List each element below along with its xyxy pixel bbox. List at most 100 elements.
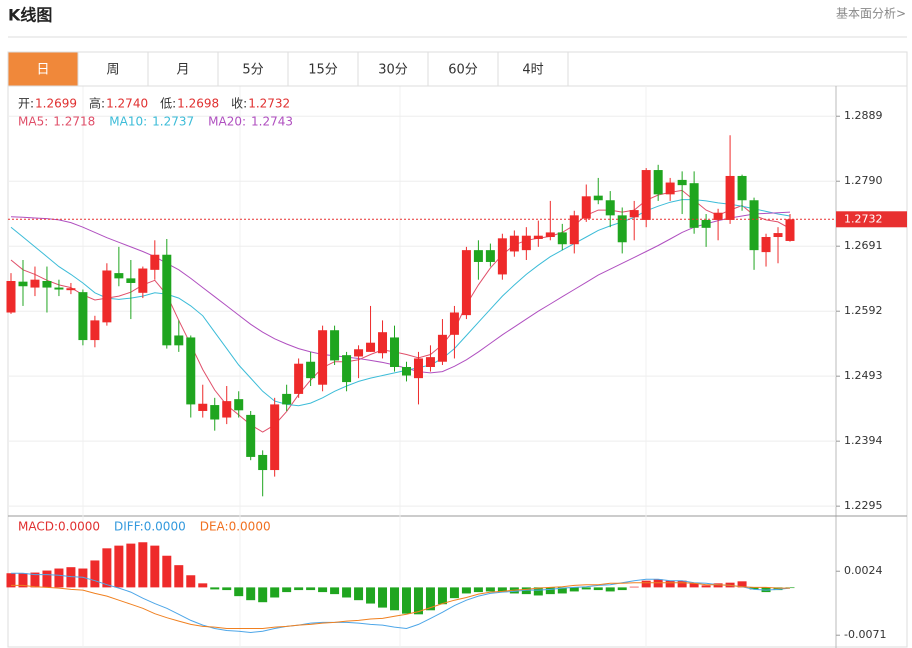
tab-label[interactable]: 周: [106, 63, 119, 78]
macd-bar: [210, 587, 220, 590]
candle-body: [425, 357, 435, 367]
candle-body: [174, 335, 184, 346]
candle-body: [473, 250, 483, 262]
macd-bar: [701, 585, 711, 588]
candle-body: [210, 405, 220, 420]
macd-bar: [90, 560, 100, 588]
candle-body: [449, 312, 459, 335]
candle-body: [677, 179, 687, 186]
candle-body: [701, 219, 711, 228]
macd-bar: [437, 587, 447, 605]
macd-bar: [126, 543, 136, 588]
macd-bar: [198, 583, 208, 588]
candle-body: [593, 195, 603, 201]
macd-bar: [617, 587, 627, 591]
macd-bar: [378, 587, 388, 608]
tab-label[interactable]: 日: [36, 63, 49, 78]
candle-body: [725, 175, 735, 220]
y-tick-label: 1.2889: [844, 109, 883, 122]
candle-body: [629, 210, 639, 218]
macd-bar: [390, 587, 400, 611]
candle-body: [270, 404, 280, 471]
candle-body: [306, 361, 316, 379]
tab-label[interactable]: 月: [176, 63, 189, 78]
ma-line: [10, 211, 791, 374]
candle-body: [533, 235, 543, 239]
candle-body: [198, 403, 208, 411]
candle-body: [258, 454, 268, 471]
info-value: 1.2740: [106, 97, 148, 111]
macd-bar: [174, 565, 184, 588]
macd-bar: [138, 542, 148, 588]
macd-bar: [401, 587, 411, 614]
macd-bar: [342, 587, 352, 598]
macd-bar: [114, 545, 124, 588]
macd-bar: [557, 587, 567, 594]
info-value: 1.2732: [248, 97, 290, 111]
y-tick-label: 1.2394: [844, 434, 883, 447]
candle-body: [378, 332, 388, 354]
macd-bar: [270, 587, 280, 598]
legend-value: 0.0000: [229, 520, 271, 534]
candle-body: [545, 232, 555, 238]
tab[interactable]: [217, 51, 289, 87]
macd-bar: [318, 587, 328, 593]
candle-body: [222, 401, 232, 418]
y-tick-label: -0.0071: [844, 628, 886, 641]
candle-body: [557, 232, 567, 245]
legend-label: MA20:: [208, 115, 246, 129]
legend-value: 1.2737: [152, 115, 194, 129]
tab[interactable]: [77, 51, 149, 87]
macd-bar: [42, 570, 52, 588]
macd-bar: [689, 583, 699, 588]
macd-bar: [366, 587, 376, 604]
candle-body: [521, 235, 531, 251]
candle-body: [641, 170, 651, 220]
tab[interactable]: [7, 51, 79, 87]
candle-body: [785, 219, 795, 241]
macd-bar: [66, 567, 76, 588]
candle-body: [102, 270, 112, 323]
macd-line: [11, 572, 791, 634]
macd-bar: [282, 587, 292, 593]
y-tick-label: 1.2493: [844, 369, 883, 382]
tab[interactable]: [497, 51, 569, 87]
macd-bar: [30, 572, 40, 588]
fundamental-link[interactable]: 基本面分析>: [836, 7, 906, 21]
macd-bar: [354, 587, 364, 601]
tab-label[interactable]: 5分: [242, 63, 263, 78]
macd-bar: [629, 586, 639, 588]
legend-label: MACD:: [18, 520, 58, 534]
macd-bar: [150, 545, 160, 588]
macd-bar: [677, 580, 687, 588]
info-label: 低:: [160, 97, 176, 111]
y-tick-label: 0.0024: [844, 564, 883, 577]
candle-body: [653, 170, 663, 195]
candle-body: [569, 215, 579, 245]
macd-bar: [533, 587, 543, 596]
candle-body: [390, 337, 400, 367]
candle-body: [150, 254, 160, 270]
candle-body: [6, 280, 16, 313]
tab-label[interactable]: 30分: [378, 63, 408, 78]
candle-body: [30, 279, 40, 288]
macd-bar: [605, 587, 615, 592]
macd-bar: [773, 587, 783, 591]
macd-bar: [413, 587, 423, 615]
macd-bar: [222, 587, 232, 591]
tab-label[interactable]: 4时: [522, 63, 543, 78]
candle-body: [234, 399, 244, 411]
tab-label[interactable]: 15分: [308, 63, 338, 78]
tab[interactable]: [357, 51, 429, 87]
legend-value: 0.0000: [144, 520, 186, 534]
info-value: 1.2698: [177, 97, 219, 111]
candle-body: [90, 320, 100, 341]
legend-value: 1.2743: [251, 115, 293, 129]
candle-body: [246, 414, 256, 457]
candle-body: [689, 183, 699, 228]
candle-body: [66, 288, 76, 291]
candle-body: [354, 349, 364, 357]
tab-label[interactable]: 60分: [448, 63, 478, 78]
candle-body: [162, 254, 172, 346]
